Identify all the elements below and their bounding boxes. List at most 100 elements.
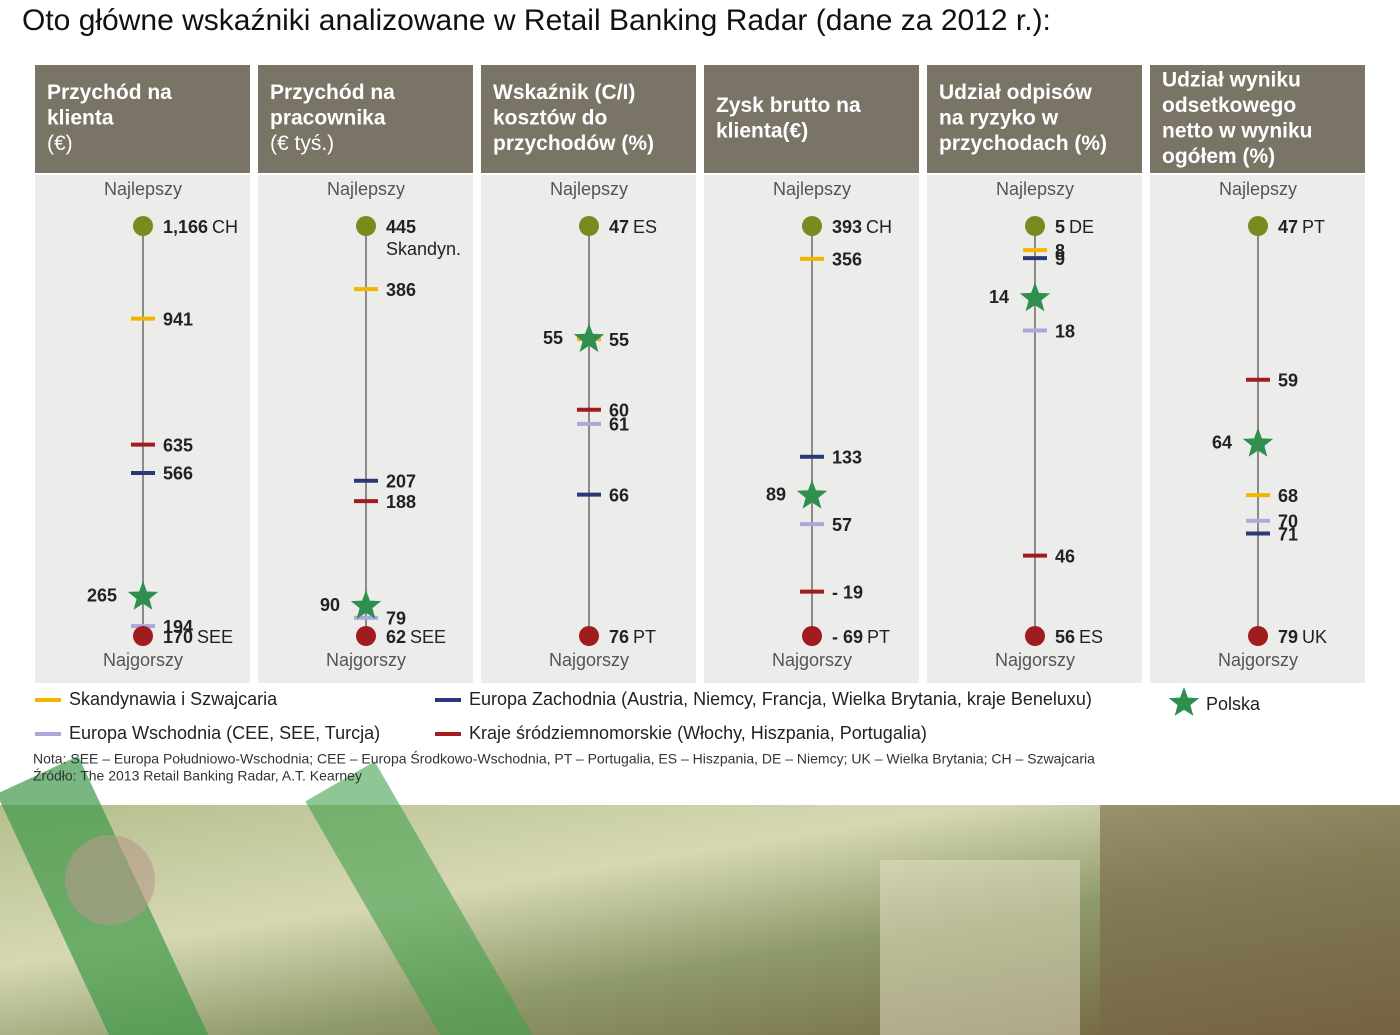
- photo-detail: [65, 835, 155, 925]
- best-marker: [1248, 216, 1268, 236]
- worst-marker: [356, 626, 376, 646]
- legend-label: Polska: [1206, 694, 1261, 714]
- worst-code: UK: [1302, 627, 1327, 647]
- best-marker: [356, 216, 376, 236]
- best-code: ES: [633, 217, 657, 237]
- value-label: 71: [1278, 524, 1298, 544]
- value-label: 188: [386, 492, 416, 512]
- panel-title: netto w wyniku: [1162, 119, 1313, 142]
- value-label: 14: [989, 287, 1009, 307]
- photo-band: [305, 761, 535, 1035]
- best-code: DE: [1069, 217, 1094, 237]
- panel-header: [35, 65, 250, 173]
- value-label: 79: [386, 609, 406, 629]
- worst-code: PT: [867, 627, 890, 647]
- value-label: 60: [609, 401, 629, 421]
- polska-star: [796, 479, 828, 509]
- photo-detail: [880, 860, 1080, 1035]
- value-label: 265: [87, 586, 117, 606]
- note: Nota: SEE – Europa Południowo-Wschodnia;…: [33, 750, 1095, 767]
- best-marker: [579, 216, 599, 236]
- polska-star: [573, 323, 605, 352]
- source: Źródło: The 2013 Retail Banking Radar, A…: [33, 768, 362, 784]
- polska-star: [1242, 427, 1274, 457]
- best-value: 445: [386, 217, 416, 237]
- worst-value: 170: [163, 627, 193, 647]
- radar-panel: Przychód na klienta(€) Najlepszy Najgorszy 9…: [35, 65, 250, 683]
- best-label: Najlepszy: [1219, 179, 1297, 199]
- value-label: 68: [1278, 486, 1298, 506]
- worst-label: Najgorszy: [326, 650, 406, 670]
- value-label: 9: [1055, 249, 1065, 269]
- value-label: 55: [609, 330, 629, 350]
- panel-title: Udział odpisów: [939, 81, 1093, 104]
- value-label: 66: [609, 485, 629, 505]
- legend-label: Europa Zachodnia (Austria, Niemcy, Franc…: [469, 689, 1092, 709]
- polska-star: [1019, 282, 1051, 312]
- panel-title: kosztów do: [493, 107, 607, 130]
- worst-value: 56: [1055, 627, 1075, 647]
- value-label: 635: [163, 435, 193, 455]
- panel-title: pracownika: [270, 107, 386, 130]
- value-label: 566: [163, 464, 193, 484]
- worst-marker: [579, 626, 599, 646]
- panel-title: Przychód na: [270, 81, 395, 104]
- worst-label: Najgorszy: [995, 650, 1075, 670]
- worst-value: 79: [1278, 627, 1298, 647]
- panel-title: Przychód na: [47, 81, 172, 104]
- worst-marker: [1025, 626, 1045, 646]
- worst-marker: [1248, 626, 1268, 646]
- panel-title: (€): [47, 132, 73, 155]
- photo-detail: [1100, 805, 1400, 1035]
- value-label: 89: [766, 485, 786, 505]
- value-label: 64: [1212, 433, 1232, 453]
- legend-label: Europa Wschodnia (CEE, SEE, Turcja): [69, 723, 380, 743]
- worst-code: ES: [1079, 627, 1103, 647]
- value-label: 18: [1055, 321, 1075, 341]
- best-code: Skandyn.: [386, 239, 461, 259]
- value-label: 59: [1278, 371, 1298, 391]
- best-label: Najlepszy: [996, 179, 1074, 199]
- best-code: PT: [1302, 217, 1325, 237]
- value-label: 133: [832, 447, 862, 467]
- panel-header: [704, 65, 919, 173]
- best-marker: [1025, 216, 1045, 236]
- value-label: 386: [386, 280, 416, 300]
- panel-title: odsetkowego: [1162, 94, 1296, 117]
- panel-title: klienta(€): [716, 119, 808, 142]
- value-label: - 19: [832, 582, 863, 602]
- value-label: 57: [832, 515, 852, 535]
- panel-title: Udział wyniku: [1162, 68, 1301, 91]
- best-value: 5: [1055, 217, 1065, 237]
- panel-title: klienta: [47, 107, 114, 130]
- worst-label: Najgorszy: [1218, 650, 1298, 670]
- polska-star: [127, 580, 159, 610]
- best-code: CH: [212, 217, 238, 237]
- value-label: 55: [543, 328, 563, 348]
- worst-label: Najgorszy: [103, 650, 183, 670]
- background-photo: [0, 755, 1400, 1035]
- best-code: CH: [866, 217, 892, 237]
- panel-title: Wskaźnik (C/I): [493, 81, 635, 104]
- panel-title: przychodach (%): [939, 132, 1107, 155]
- best-label: Najlepszy: [773, 179, 851, 199]
- best-label: Najlepszy: [104, 179, 182, 199]
- panel-header: [481, 65, 696, 173]
- panel-title: (€ tyś.): [270, 132, 334, 155]
- panel-title: Zysk brutto na: [716, 94, 861, 117]
- value-label: 61: [609, 415, 629, 435]
- legend-star: [1168, 687, 1200, 716]
- value-label: 70: [1278, 511, 1298, 531]
- panel-title: przychodów (%): [493, 132, 654, 155]
- legend-label: Kraje śródziemnomorskie (Włochy, Hiszpan…: [469, 723, 927, 743]
- radar-panel: Przychód na pracownika(€ tyś.) Najlepszy Na…: [258, 65, 473, 683]
- worst-code: PT: [633, 627, 656, 647]
- value-label: 46: [1055, 546, 1075, 566]
- worst-value: - 69: [832, 627, 863, 647]
- best-label: Najlepszy: [550, 179, 628, 199]
- best-value: 47: [609, 217, 629, 237]
